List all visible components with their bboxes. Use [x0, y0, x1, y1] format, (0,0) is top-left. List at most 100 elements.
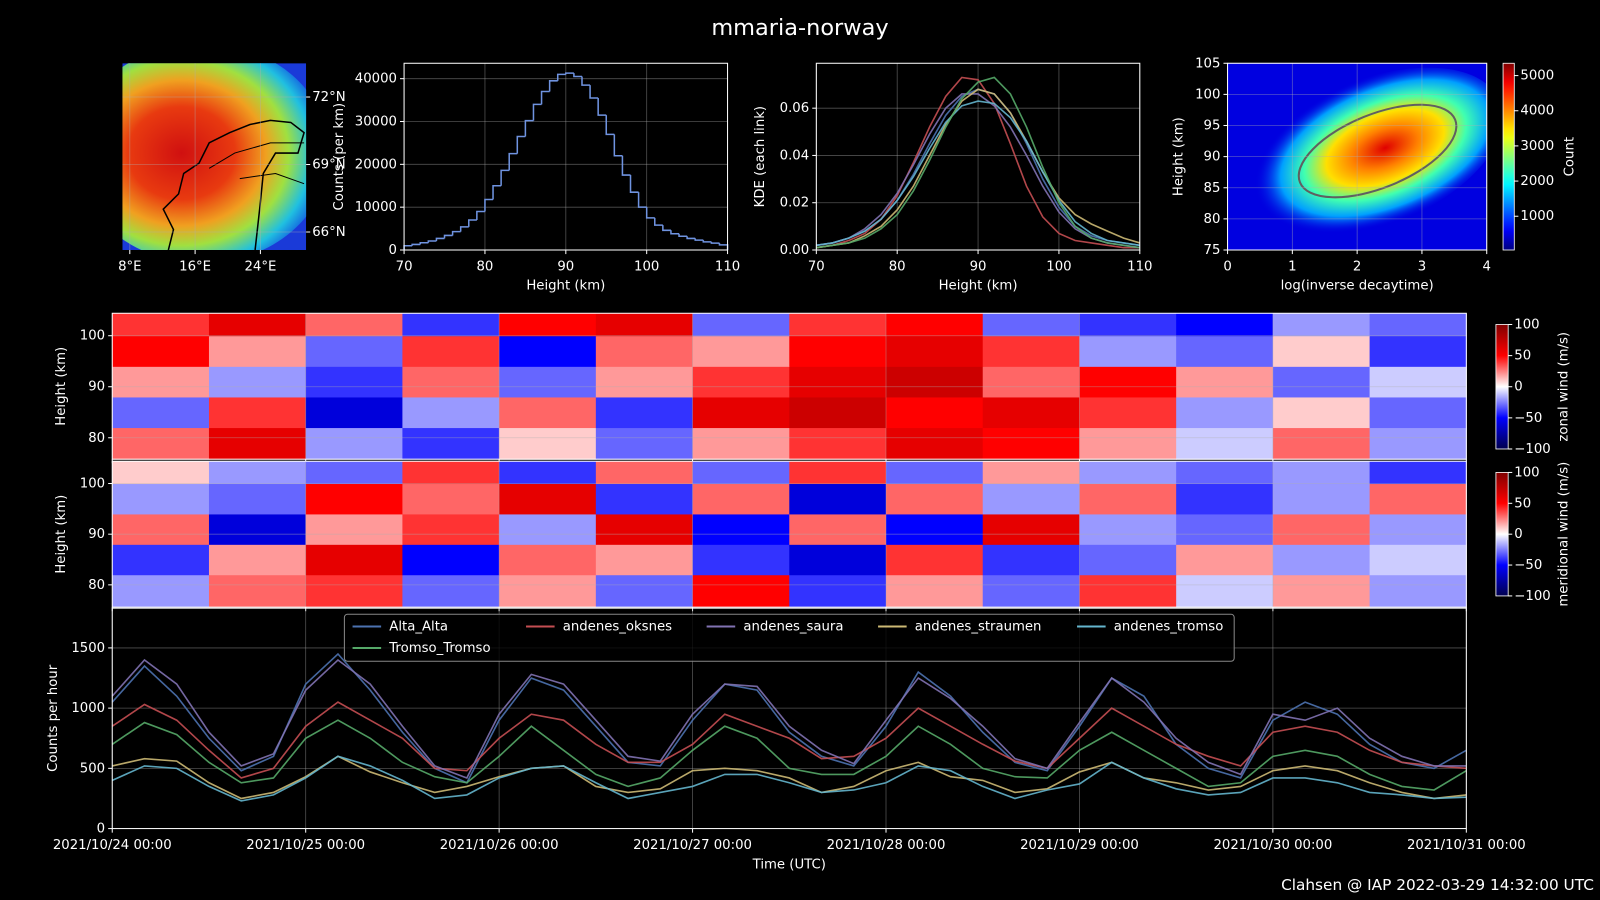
y-tick-label: 40000 — [355, 72, 397, 87]
heat-cell — [982, 461, 1080, 485]
y-tick-label: 80 — [88, 578, 105, 593]
x-tick-label: 2021/10/28 00:00 — [827, 838, 946, 853]
heat-cell — [208, 313, 307, 337]
x-tick-label: 24°E — [244, 259, 276, 274]
heat-cell — [789, 574, 887, 608]
series-line — [111, 755, 1467, 802]
heat-cell — [1369, 483, 1467, 515]
y-tick-label: 0.04 — [780, 148, 810, 163]
heat-cell — [112, 544, 210, 576]
x-axis-label: Height (km) — [939, 279, 1018, 294]
legend-box — [343, 613, 1235, 662]
histogram-bin — [629, 175, 639, 193]
heat-cell — [208, 461, 307, 485]
heat-cell — [402, 513, 500, 545]
heat-cell — [1176, 461, 1274, 485]
y-tick-label: 0 — [389, 243, 397, 258]
heat-cell — [1272, 513, 1371, 545]
x-tick-label: 70 — [808, 259, 825, 274]
histogram-bin — [427, 240, 437, 243]
heat-cell — [886, 427, 984, 460]
heat-cell — [305, 544, 403, 576]
heat-cell — [305, 574, 403, 608]
colorbar-label: zonal wind (m/s) — [1556, 332, 1571, 442]
heat-cell — [499, 461, 597, 485]
chart-heatmap: 80 90 100 Height (km) −100 −50 0 50 100 zonal win… — [54, 312, 1571, 464]
x-tick-label: 100 — [1046, 259, 1071, 274]
heat-cell — [402, 461, 500, 485]
colorbar-tick-label: −100 — [1514, 589, 1550, 604]
colorbar-tick-label: −100 — [1514, 442, 1550, 457]
colorbar-tick-label: 50 — [1514, 349, 1531, 364]
heat-cell — [305, 461, 403, 485]
axes-frame — [111, 607, 1467, 830]
y-axis-label: Counts (per km) — [332, 103, 347, 211]
y-tick-label: 90 — [88, 527, 105, 542]
heat-cell — [789, 313, 887, 337]
heat-cell — [982, 513, 1080, 545]
heat-cell — [1176, 513, 1274, 545]
histogram-bin — [613, 134, 623, 157]
histogram-bin — [411, 243, 421, 246]
heat-cell — [402, 544, 500, 576]
heat-cell — [1079, 544, 1177, 576]
heat-cell — [692, 574, 790, 608]
heat-cell — [402, 335, 500, 367]
heat-cell — [305, 427, 403, 460]
y-tick-label: 72°N — [312, 90, 345, 105]
heat-cell — [692, 483, 790, 515]
x-tick-label: 2021/10/31 00:00 — [1407, 838, 1526, 853]
heat-cell — [692, 396, 790, 429]
histogram-bin — [621, 155, 631, 176]
colorbar — [1495, 472, 1509, 597]
x-axis-label: Time (UTC) — [752, 857, 826, 872]
heat-cell — [1369, 461, 1467, 485]
chart-line: 70 80 90 100 110 0.00 0.02 0.04 0.06 Height (km) K… — [753, 62, 1152, 294]
x-tick-label: 80 — [477, 259, 494, 274]
chart-heatmap: 80 90 100 Height (km) −100 −50 0 50 100 meridiona… — [54, 460, 1571, 612]
series-line — [111, 652, 1467, 784]
heat-cell — [886, 366, 984, 398]
y-tick-label: 20000 — [355, 157, 397, 172]
heat-cell — [886, 574, 984, 608]
histogram-bin — [435, 237, 445, 242]
axes-frame — [1227, 62, 1488, 251]
heat-cell — [1272, 574, 1371, 608]
heat-cell — [112, 483, 210, 515]
y-tick-label: 75 — [1204, 243, 1221, 258]
histogram-bin — [645, 207, 655, 219]
heat-cell — [1079, 574, 1177, 608]
histogram-bin — [678, 233, 688, 238]
heat-cell — [112, 366, 210, 398]
colorbar-tick-label: 2000 — [1520, 174, 1554, 189]
heat-cell — [1369, 544, 1467, 576]
histogram-bin — [605, 115, 615, 136]
y-tick-label: 30000 — [355, 115, 397, 130]
series-line — [111, 658, 1467, 779]
y-tick-label: 100 — [80, 329, 105, 344]
heat-cell — [208, 483, 307, 515]
heat-cell — [305, 366, 403, 398]
colorbar — [1495, 324, 1509, 450]
x-tick-label: 90 — [970, 259, 987, 274]
heat-cell — [1079, 335, 1177, 367]
colorbar-tick-label: 5000 — [1520, 69, 1554, 84]
histogram-bin — [565, 72, 574, 75]
heat-cell — [1079, 313, 1177, 337]
x-tick-label: 2021/10/25 00:00 — [246, 838, 365, 853]
series-line — [816, 88, 1141, 249]
heat-cell — [789, 335, 887, 367]
x-tick-label: 70 — [396, 259, 413, 274]
heat-cell — [789, 461, 887, 485]
y-axis-label: Height (km) — [54, 495, 69, 574]
heat-cell — [305, 396, 403, 429]
heat-cell — [1272, 427, 1371, 460]
heat-cell — [208, 544, 307, 576]
heat-cell — [1176, 574, 1274, 608]
histogram-bin — [540, 90, 550, 105]
heat-cell — [208, 513, 307, 545]
histogram-bin — [443, 234, 453, 239]
heat-cell — [499, 396, 597, 429]
heat-cell — [692, 313, 790, 337]
